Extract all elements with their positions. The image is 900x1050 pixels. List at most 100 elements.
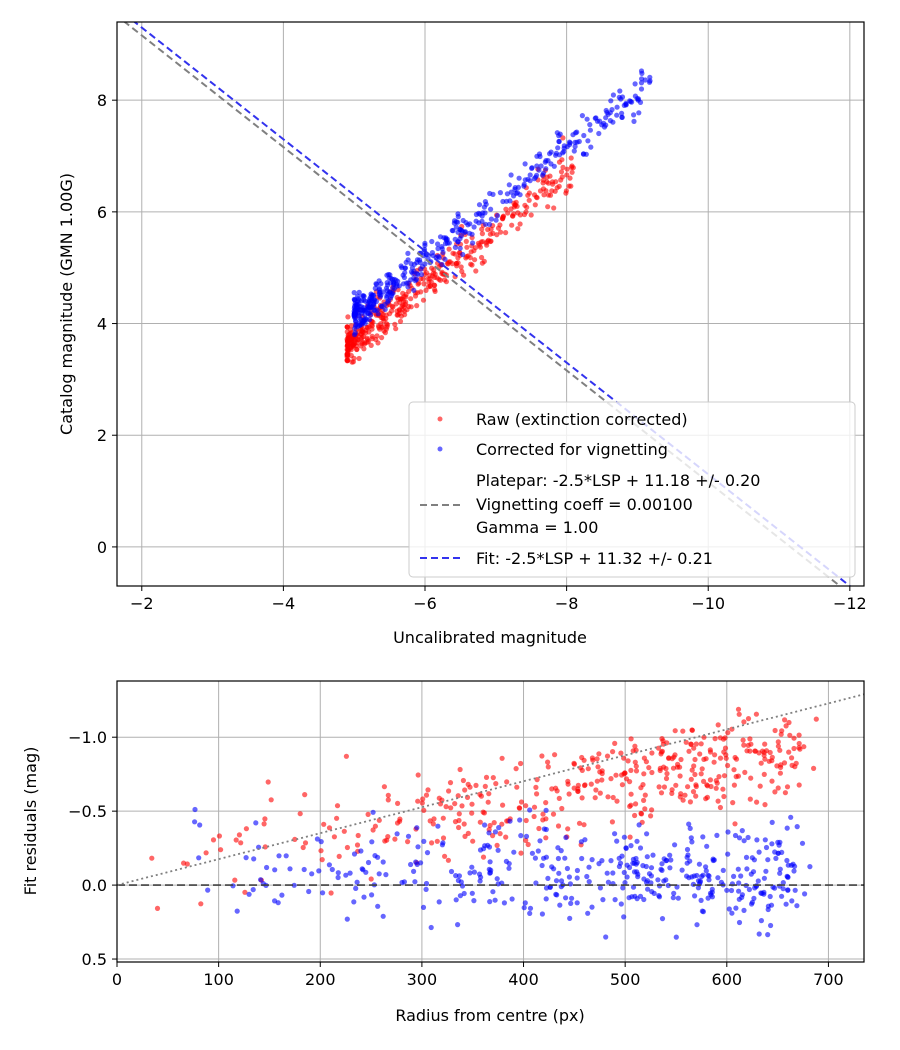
data-point (531, 804, 538, 810)
data-point (261, 821, 267, 827)
legend-fit-label: Fit: -2.5*LSP + 11.32 +/- 0.21 (476, 549, 713, 568)
data-point (603, 934, 609, 940)
data-point (455, 922, 461, 928)
data-point (421, 807, 427, 814)
data-point (436, 899, 442, 905)
legend-corrected-label: Corrected for vignetting (476, 440, 668, 459)
data-point (545, 759, 551, 765)
data-point (497, 222, 503, 228)
data-point (637, 845, 644, 851)
data-point (707, 777, 714, 783)
data-point (463, 238, 469, 244)
data-point (684, 860, 690, 866)
data-point (628, 767, 634, 774)
data-point (704, 782, 710, 788)
data-point (612, 897, 618, 903)
data-point (521, 183, 527, 189)
data-point (641, 771, 647, 777)
data-point (701, 734, 707, 740)
data-point (633, 747, 639, 753)
data-point (725, 829, 731, 835)
data-point (786, 749, 792, 755)
data-point (714, 832, 720, 839)
data-point (447, 780, 454, 786)
data-point (352, 330, 358, 336)
data-point (796, 732, 802, 738)
data-point (532, 855, 539, 861)
data-point (635, 871, 641, 877)
data-point (297, 811, 303, 817)
data-point (448, 805, 454, 811)
data-point (614, 112, 620, 118)
data-point (429, 238, 435, 245)
data-point (442, 277, 448, 283)
data-point (592, 795, 598, 801)
data-point (792, 887, 798, 893)
data-point (481, 258, 487, 264)
data-point (685, 784, 691, 790)
data-point (513, 766, 519, 772)
data-point (664, 857, 670, 864)
data-point (721, 749, 727, 755)
data-point (541, 192, 547, 198)
data-point (394, 308, 400, 314)
data-point (670, 765, 677, 771)
data-point (747, 736, 753, 742)
data-point (754, 799, 760, 805)
data-point (492, 897, 498, 903)
data-point (673, 782, 679, 788)
data-point (773, 855, 779, 862)
data-point (631, 860, 638, 866)
x-tick-label: 100 (203, 970, 234, 989)
data-point (504, 779, 510, 785)
data-point (791, 735, 797, 741)
data-point (534, 791, 540, 797)
data-point (582, 782, 588, 788)
data-point (385, 792, 391, 798)
data-point (554, 788, 560, 794)
data-point (423, 880, 430, 887)
data-point (411, 868, 417, 875)
bottom-lines (117, 693, 864, 886)
data-point (398, 313, 404, 319)
data-point (687, 799, 694, 805)
data-point (399, 879, 405, 886)
data-point (640, 782, 646, 788)
data-point (610, 92, 617, 98)
data-point (538, 163, 544, 169)
data-point (488, 216, 494, 222)
data-point (775, 739, 781, 745)
data-point (618, 750, 624, 756)
y-tick-label: 0 (97, 538, 107, 557)
data-point (487, 870, 493, 876)
data-point (495, 847, 501, 853)
data-point (453, 873, 459, 879)
data-point (717, 755, 724, 761)
data-point (736, 919, 743, 926)
data-point (715, 798, 721, 804)
data-point (232, 877, 238, 883)
data-point (698, 741, 704, 747)
data-point (621, 914, 627, 920)
data-point (414, 303, 420, 309)
data-point (688, 835, 694, 841)
data-point (476, 242, 482, 248)
data-point (646, 79, 653, 85)
data-point (627, 98, 633, 104)
data-point (385, 797, 391, 803)
data-point (457, 245, 463, 251)
data-point (437, 234, 444, 240)
data-point (367, 310, 373, 316)
data-point (275, 900, 281, 906)
data-point (761, 875, 768, 881)
data-point (471, 898, 477, 904)
data-point (472, 257, 478, 263)
data-point (473, 268, 479, 274)
data-point (536, 167, 542, 173)
data-point (543, 816, 549, 822)
data-point (579, 754, 585, 761)
data-point (405, 257, 411, 263)
data-point (801, 744, 807, 750)
data-point (623, 102, 629, 108)
data-point (455, 239, 461, 245)
